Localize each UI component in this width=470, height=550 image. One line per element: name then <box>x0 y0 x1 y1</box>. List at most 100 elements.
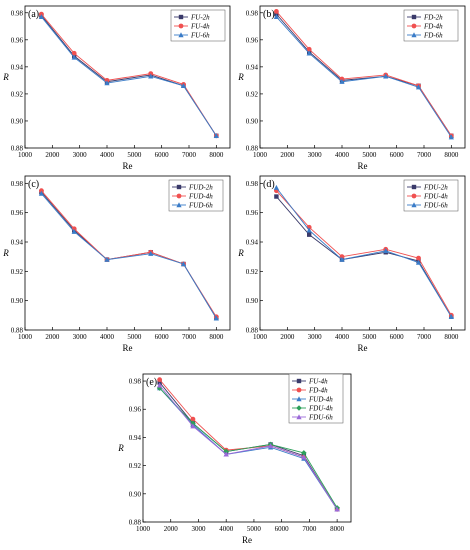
x-tick-label: 1000 <box>18 151 33 159</box>
data-point <box>334 506 340 512</box>
legend-entry: FD-4h <box>423 23 443 31</box>
x-tick-label: 4000 <box>100 333 115 341</box>
x-tick-label: 6000 <box>155 151 170 159</box>
data-point <box>415 84 422 90</box>
data-point <box>273 14 279 20</box>
panel-label: (e) <box>146 377 157 388</box>
data-point <box>180 82 187 88</box>
x-axis-label: Re <box>123 161 133 171</box>
x-tick-label: 7000 <box>417 151 432 159</box>
y-tick-label: 0.90 <box>11 297 24 305</box>
y-tick-label: 0.88 <box>129 519 142 527</box>
data-point <box>301 454 307 460</box>
x-axis-label: Re <box>242 535 252 545</box>
legend-marker <box>411 202 417 208</box>
data-point <box>274 9 279 14</box>
legend-marker <box>296 387 302 393</box>
series-line <box>276 196 452 318</box>
y-axis-label: R <box>2 72 9 82</box>
data-point <box>306 46 312 52</box>
data-point <box>71 50 77 56</box>
y-tick-label: 0.98 <box>246 9 259 17</box>
legend-marker <box>178 23 184 29</box>
y-tick-label: 0.92 <box>246 90 259 98</box>
legend-entry: FD-6h <box>423 32 443 40</box>
data-point <box>157 380 162 385</box>
legend-marker <box>411 32 417 38</box>
y-tick-label: 0.96 <box>246 209 259 217</box>
data-point <box>267 443 274 449</box>
y-tick-label: 0.88 <box>246 327 259 335</box>
data-point <box>383 248 389 253</box>
data-point <box>339 256 345 262</box>
legend-marker <box>411 184 417 190</box>
data-point <box>273 184 279 190</box>
x-tick-label: 8000 <box>444 333 459 341</box>
data-point <box>38 190 44 196</box>
data-point <box>306 50 312 56</box>
x-tick-label: 6000 <box>390 151 405 159</box>
y-axis-label: R <box>237 248 244 258</box>
y-tick-label: 0.96 <box>11 36 24 44</box>
data-point <box>157 382 163 388</box>
legend-entry: FDU-4h <box>308 405 333 413</box>
series-line <box>276 190 452 316</box>
y-tick-label: 0.92 <box>11 268 24 276</box>
y-tick-label: 0.94 <box>246 63 259 71</box>
legend-entry: FUD-6h <box>188 202 213 210</box>
y-tick-label: 0.96 <box>246 36 259 44</box>
data-point <box>415 259 422 265</box>
y-tick-label: 0.88 <box>11 327 24 335</box>
x-tick-label: 3000 <box>308 333 323 341</box>
x-tick-label: 6000 <box>275 525 290 533</box>
y-tick-label: 0.98 <box>11 180 24 188</box>
series-line <box>276 11 452 137</box>
legend-marker <box>411 23 417 29</box>
data-point <box>223 451 229 457</box>
y-tick-label: 0.90 <box>11 117 24 125</box>
data-point <box>213 315 219 321</box>
y-axis-label: R <box>237 72 244 82</box>
x-tick-label: 8000 <box>444 151 459 159</box>
x-tick-label: 2000 <box>45 151 60 159</box>
data-point <box>383 73 389 79</box>
legend-entry: FUD-2h <box>188 184 213 192</box>
legend-marker <box>176 184 182 190</box>
data-point <box>339 254 345 260</box>
data-point <box>180 261 187 267</box>
data-point <box>339 78 345 84</box>
legend-entry: FU-4h <box>190 23 210 31</box>
plot-frame <box>24 175 231 331</box>
chart-panel-e: 1000 2000 3000 4000 5000 6000 7000 8000 0.88 0.90… <box>117 373 352 545</box>
legend-marker <box>296 396 302 402</box>
chart-panel-b: 1000 2000 3000 4000 5000 6000 7000 8000 0.88 0.90… <box>237 5 466 171</box>
legend-marker <box>411 14 417 20</box>
series-line <box>276 16 452 138</box>
data-point <box>448 314 454 319</box>
series-line <box>41 13 217 137</box>
x-tick-label: 1000 <box>253 333 268 341</box>
panel-label: (c) <box>28 179 39 190</box>
x-tick-label: 5000 <box>247 525 262 533</box>
x-tick-label: 3000 <box>73 333 88 341</box>
data-point <box>157 377 163 383</box>
y-tick-label: 0.92 <box>129 462 142 470</box>
y-tick-label: 0.96 <box>11 209 24 217</box>
x-tick-label: 1000 <box>253 151 268 159</box>
data-point <box>190 416 196 422</box>
legend-entry: FU-6h <box>190 32 210 40</box>
y-tick-label: 0.90 <box>129 490 142 498</box>
series-line <box>159 387 338 509</box>
y-tick-label: 0.98 <box>11 9 24 17</box>
legend-entry: FU-4h <box>308 378 328 386</box>
data-point <box>448 134 454 140</box>
data-point <box>148 73 154 79</box>
legend-marker <box>296 414 302 420</box>
panel-label: (a) <box>28 9 39 20</box>
series-line <box>41 16 217 137</box>
plot-frame <box>24 5 231 149</box>
x-tick-label: 2000 <box>280 333 295 341</box>
plot-frame <box>259 5 466 149</box>
legend-entry: FD-2h <box>423 14 443 22</box>
x-tick-label: 8000 <box>209 151 224 159</box>
